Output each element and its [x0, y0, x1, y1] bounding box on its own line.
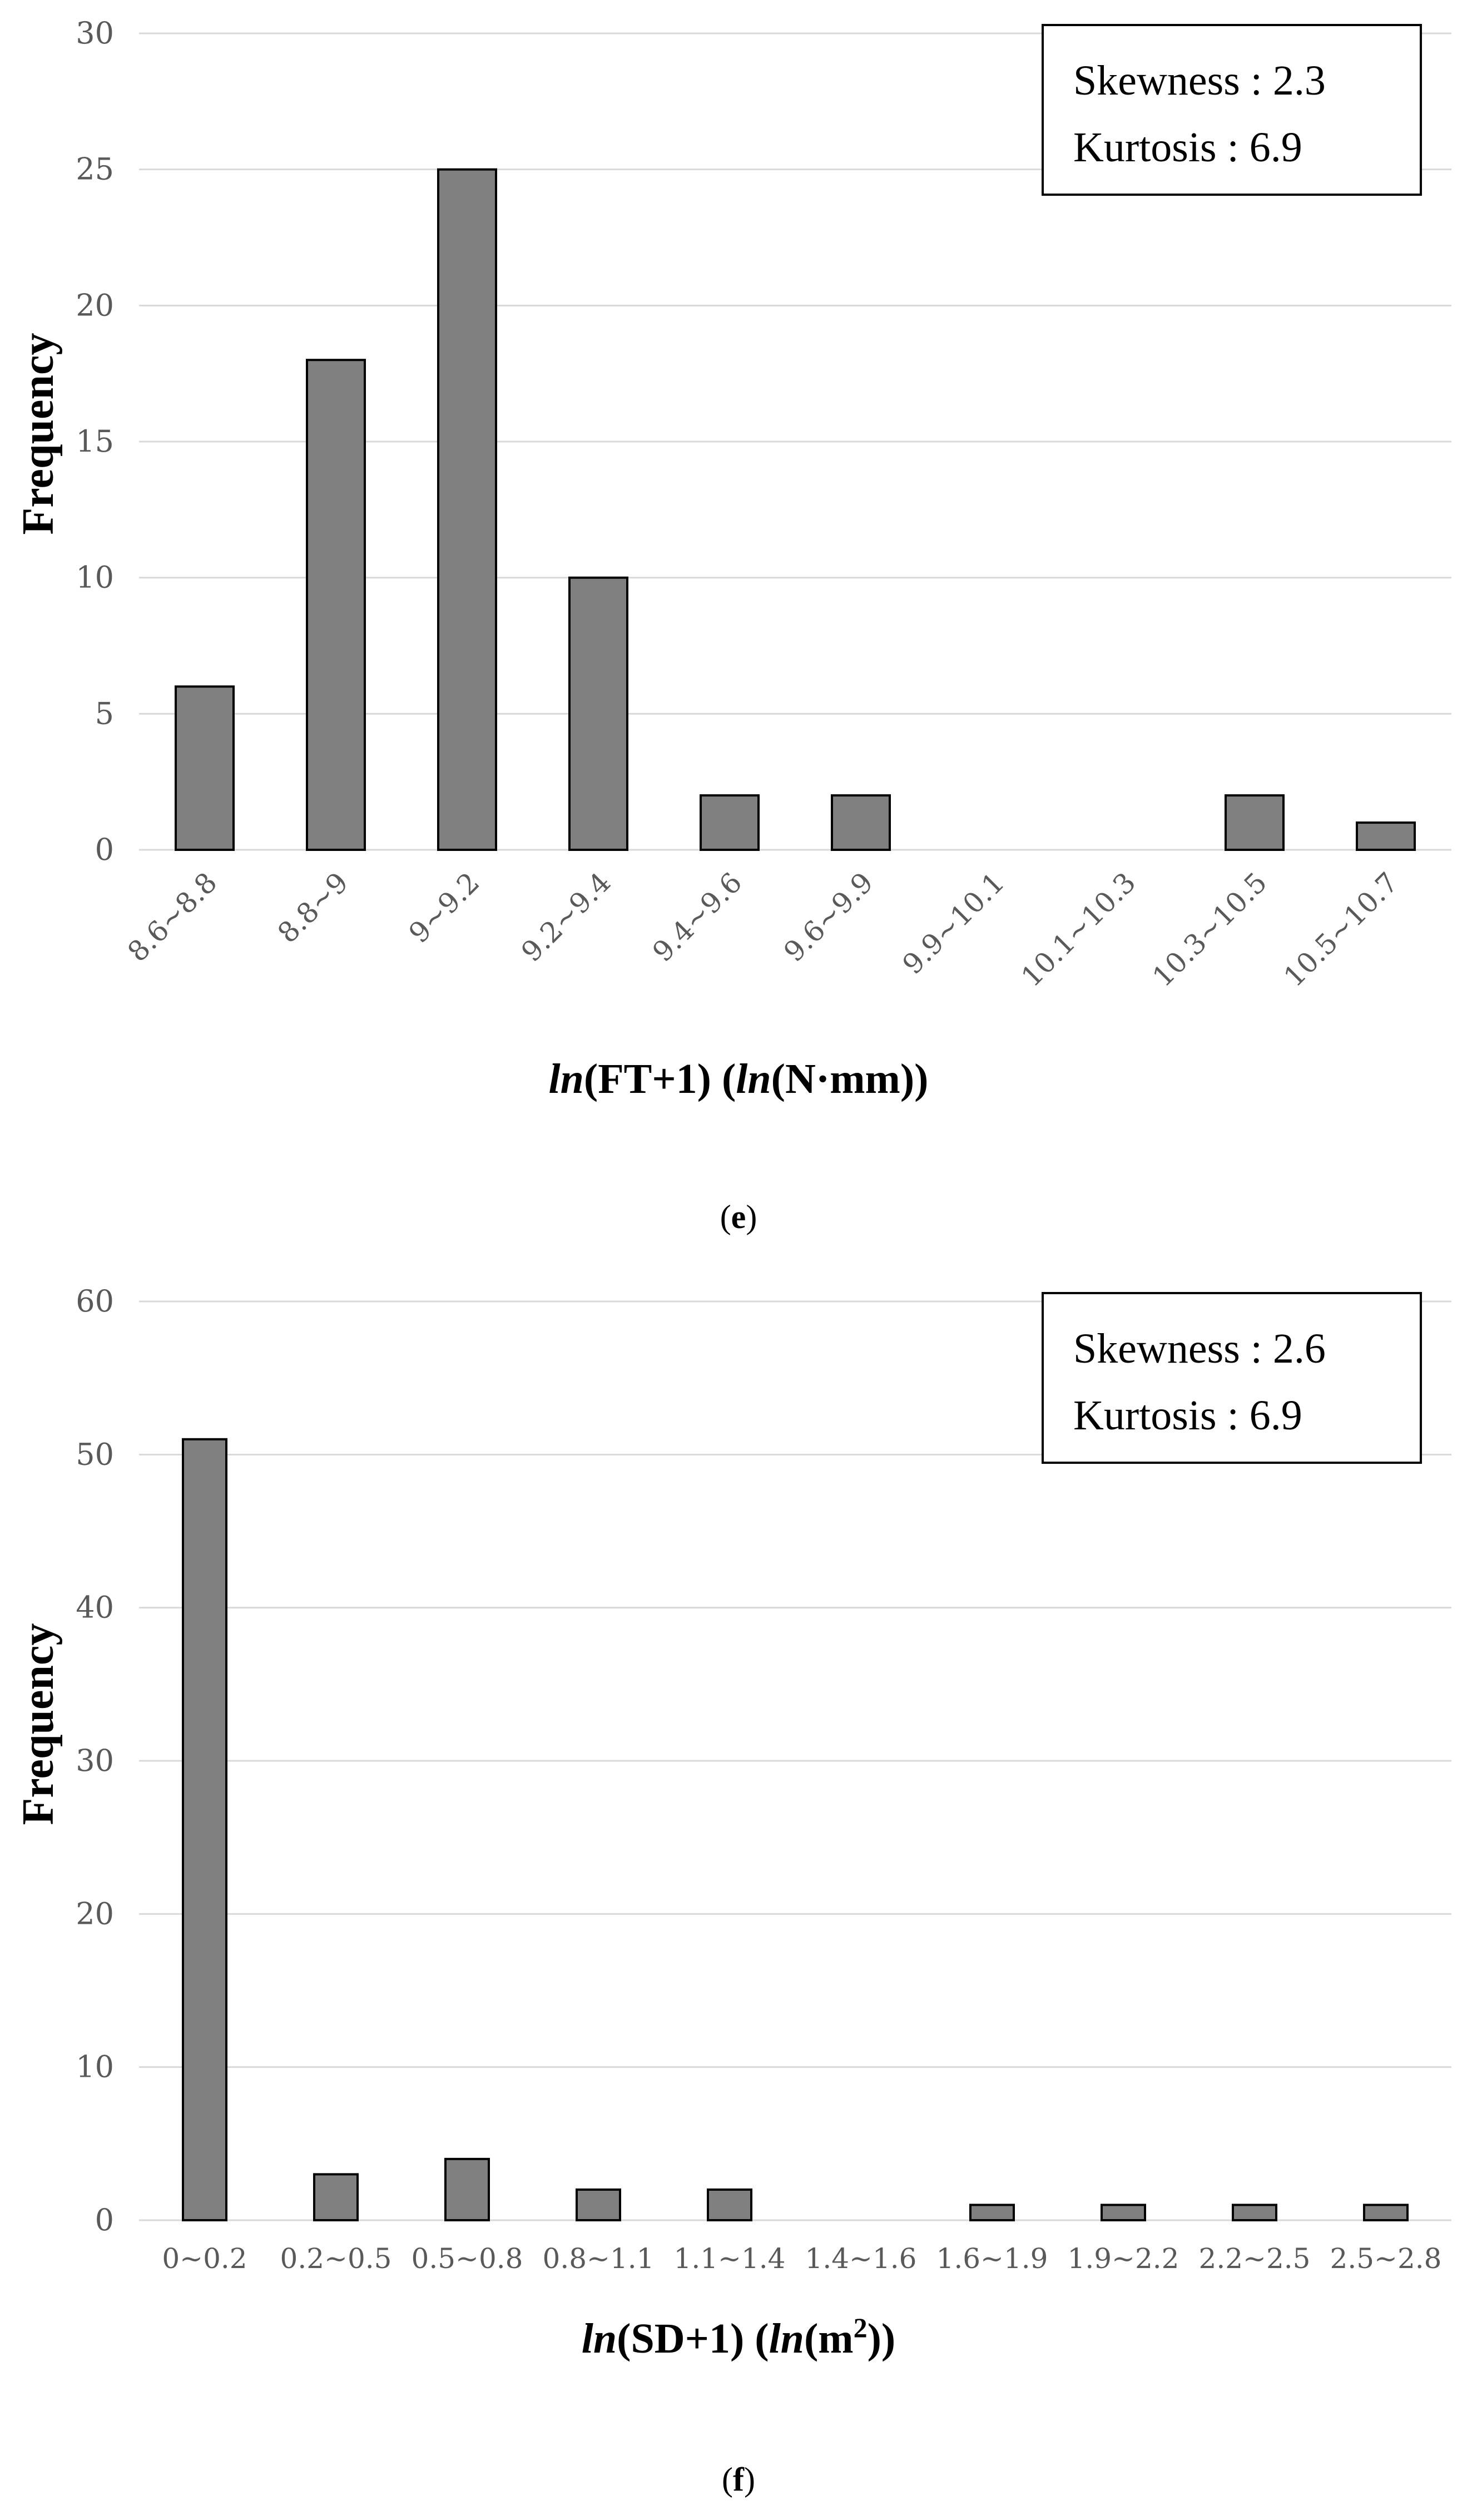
- bar: [175, 685, 235, 851]
- chart-f: 0 10 20 30 40 50 60 0~0.2 0.2~0.5 0.5~0.8 0.8~1.1…: [14, 1284, 1451, 2498]
- y-tick-label: 10: [76, 2049, 114, 2085]
- bar: [1356, 821, 1416, 851]
- y-tick-label: 20: [76, 288, 114, 323]
- x-tick-label: 10.1~10.3: [1015, 866, 1142, 993]
- y-tick-label: 0: [95, 2202, 114, 2237]
- y-tick-label: 30: [76, 16, 114, 51]
- y-tick-label: 5: [95, 696, 114, 731]
- x-tick-label: 0~0.2: [162, 2242, 247, 2275]
- bar: [1101, 2204, 1146, 2221]
- chart-e-y-ticks: 0 5 10 15 20 25 30: [76, 16, 114, 867]
- y-tick-label: 40: [76, 1590, 114, 1625]
- bar: [831, 794, 891, 851]
- x-tick-label: 9.6~9.9: [777, 866, 879, 968]
- x-tick-label: 1.9~2.2: [1068, 2242, 1179, 2275]
- chart-f-x-ticks: 0~0.2 0.2~0.5 0.5~0.8 0.8~1.1 1.1~1.4 1.4~1.6…: [162, 2242, 1441, 2275]
- x-tick-label: 0.2~0.5: [280, 2242, 392, 2275]
- x-tick-label: 9.9~10.1: [896, 866, 1011, 981]
- chart-e-x-axis-label: ln(FT+1) (ln(N·mm)): [549, 1056, 929, 1102]
- y-tick-label: 50: [76, 1437, 114, 1472]
- x-tick-label: 0.5~0.8: [412, 2242, 523, 2275]
- y-tick-label: 25: [76, 152, 114, 187]
- bar: [306, 359, 366, 851]
- chart-e-caption: (e): [720, 1199, 757, 1235]
- chart-e-kurtosis: Kurtosis : 6.9: [1073, 124, 1302, 171]
- x-tick-label: 9~9.2: [403, 866, 485, 949]
- x-tick-label: 1.4~1.6: [805, 2242, 917, 2275]
- y-tick-label: 60: [76, 1284, 114, 1319]
- x-tick-label: 1.6~1.9: [936, 2242, 1048, 2275]
- bar: [1225, 794, 1285, 851]
- bar: [313, 2173, 359, 2221]
- chart-e-skewness: Skewness : 2.3: [1073, 57, 1326, 104]
- bar: [437, 168, 497, 851]
- bar: [444, 2157, 490, 2222]
- y-tick-label: 30: [76, 1743, 114, 1778]
- x-tick-label: 10.5~10.7: [1277, 866, 1404, 993]
- chart-f-x-axis-label: ln(SD+1) (ln(m2)): [582, 2312, 895, 2362]
- chart-f-bars: [182, 1438, 1409, 2222]
- chart-f-caption: (f): [722, 2461, 755, 2498]
- x-tick-label: 0.8~1.1: [543, 2242, 655, 2275]
- chart-f-stats-box: Skewness : 2.6 Kurtosis : 6.9: [1042, 1292, 1422, 1464]
- x-tick-label: 10.3~10.5: [1146, 866, 1273, 993]
- bar: [182, 1438, 227, 2221]
- x-tick-label: 8.8~9: [271, 866, 354, 949]
- bar: [707, 2188, 752, 2222]
- bar: [576, 2188, 621, 2222]
- x-tick-label: 9.4~9.6: [646, 866, 748, 968]
- y-tick-label: 15: [76, 424, 114, 459]
- chart-e-x-ticks: 8.6~8.8 8.8~9 9~9.2 9.2~9.4 9.4~9.6 9.6~9.9 9.…: [121, 866, 1404, 993]
- x-tick-label: 9.2~9.4: [515, 866, 617, 968]
- bar: [568, 576, 628, 851]
- bar: [1232, 2204, 1277, 2221]
- y-tick-label: 0: [95, 832, 114, 867]
- chart-e-bars: [175, 168, 1416, 851]
- x-tick-label: 2.5~2.8: [1330, 2242, 1442, 2275]
- bar: [1363, 2204, 1409, 2221]
- bar: [969, 2204, 1015, 2221]
- y-tick-label: 10: [76, 560, 114, 595]
- chart-f-skewness: Skewness : 2.6: [1073, 1325, 1326, 1372]
- x-tick-label: 8.6~8.8: [121, 866, 223, 968]
- chart-f-y-ticks: 0 10 20 30 40 50 60: [76, 1284, 114, 2237]
- x-tick-label: 2.2~2.5: [1199, 2242, 1311, 2275]
- chart-e-y-axis-label: Frequency: [14, 333, 63, 535]
- x-tick-label: 1.1~1.4: [674, 2242, 786, 2275]
- y-tick-label: 20: [76, 1896, 114, 1931]
- bar: [700, 794, 760, 851]
- chart-e-stats-box: Skewness : 2.3 Kurtosis : 6.9: [1042, 24, 1422, 196]
- chart-f-y-axis-label: Frequency: [14, 1623, 63, 1825]
- chart-f-kurtosis: Kurtosis : 6.9: [1073, 1392, 1302, 1439]
- chart-e: 0 5 10 15 20 25 30 8.6~8.8 8.8~9 9~9.2 9.2~9.4 9.4…: [14, 16, 1451, 1235]
